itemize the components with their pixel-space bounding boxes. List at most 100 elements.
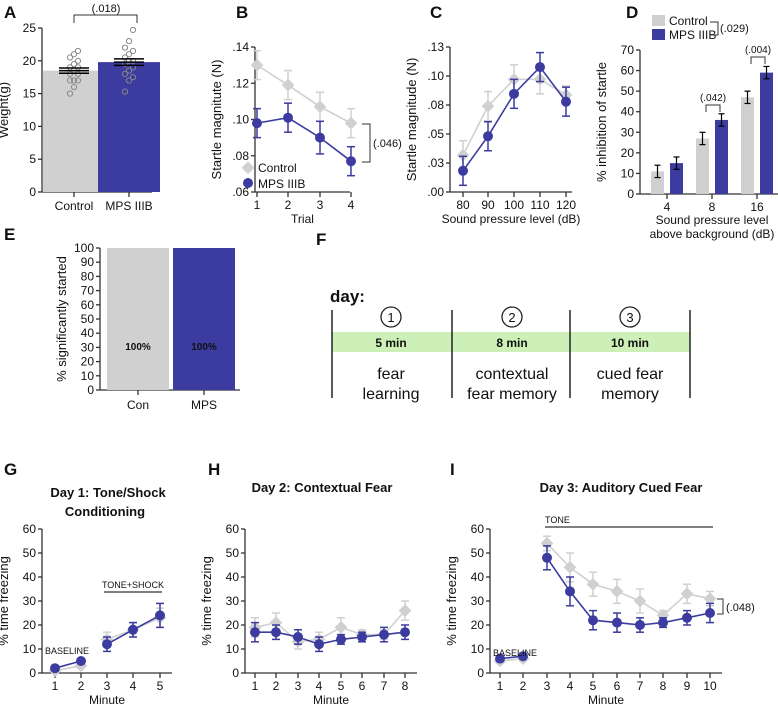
x-tick-label: 10	[703, 679, 717, 693]
phase-label: contextual	[476, 366, 549, 383]
significance-bracket	[750, 56, 766, 64]
day-number: 1	[387, 310, 394, 325]
y-tick-label: 70	[81, 284, 95, 298]
y-tick-label: 30	[621, 125, 635, 139]
y-tick-label: 60	[226, 522, 240, 536]
y-tick-label: 40	[621, 105, 635, 119]
x-tick-label: 5	[338, 679, 345, 693]
legend-marker-control	[241, 161, 255, 175]
y-axis-label: % time freezing	[0, 556, 11, 646]
data-point-mps	[535, 62, 545, 73]
y-tick-label: 50	[81, 312, 95, 326]
y-tick-label: 30	[23, 594, 37, 608]
day-circle	[501, 306, 523, 328]
data-point-mps	[612, 617, 622, 628]
significance-bracket	[710, 21, 719, 36]
y-tick-label: 20	[471, 618, 485, 632]
day-label: day:	[330, 287, 365, 306]
data-point	[129, 26, 137, 34]
data-point-mps	[155, 610, 165, 621]
y-tick-label: .08	[232, 149, 249, 163]
x-tick-label: 100	[504, 198, 524, 212]
data-point-mps	[379, 629, 389, 640]
y-tick-label: 0	[627, 187, 634, 201]
data-point-mps	[682, 612, 692, 623]
y-tick-label: 20	[23, 54, 37, 68]
x-tick-label: 16	[750, 200, 764, 214]
data-label: 100%	[191, 342, 217, 353]
y-tick-label: 0	[29, 185, 36, 199]
data-point-mps	[315, 132, 325, 143]
x-axis-label: Trial	[291, 212, 314, 226]
x-tick-label: 3	[104, 679, 111, 693]
data-point-mps	[705, 608, 715, 618]
x-tick-label: 6	[614, 679, 621, 693]
x-tick-label: 3	[544, 679, 551, 693]
timeline-bar	[332, 332, 690, 352]
x-tick-label: 5	[590, 679, 597, 693]
y-tick-label: .00	[427, 185, 444, 199]
bar	[43, 70, 105, 192]
panel-letter: C	[430, 3, 442, 22]
x-axis-label: Minute	[89, 693, 125, 707]
data-point-control	[250, 58, 264, 72]
x-tick-label: 2	[520, 679, 527, 693]
panel-letter: D	[626, 3, 638, 22]
annotation: TONE	[545, 515, 570, 525]
y-tick-label: 50	[226, 546, 240, 560]
x-tick-label: 8	[709, 200, 716, 214]
y-tick-label: 60	[471, 522, 485, 536]
y-tick-label: 15	[23, 87, 37, 101]
data-point-mps	[658, 617, 668, 628]
data-point-control	[456, 148, 470, 162]
data-point-control	[344, 116, 358, 130]
y-tick-label: 70	[621, 43, 635, 57]
data-point-control	[633, 594, 647, 608]
x-axis-label: Minute	[588, 693, 624, 707]
significance-bracket	[705, 104, 721, 112]
chart-title: Day 1: Tone/Shock	[50, 485, 166, 500]
phase-label: learning	[363, 386, 420, 403]
data-point-control	[481, 99, 495, 113]
y-tick-label: 30	[226, 594, 240, 608]
annotation: BASELINE	[45, 646, 89, 656]
x-axis-label: Sound pressure level	[656, 213, 769, 227]
p-value: (.048)	[726, 602, 755, 614]
panel-letter: I	[450, 460, 455, 479]
data-point-mps	[314, 639, 324, 650]
chart-title: Conditioning	[65, 504, 145, 519]
y-tick-label: .05	[427, 127, 444, 141]
x-tick-label: 1	[52, 679, 59, 693]
x-tick-label: 2	[273, 679, 280, 693]
panel-letter: F	[316, 230, 326, 249]
x-tick-label: 7	[637, 679, 644, 693]
data-point	[70, 77, 78, 84]
data-point-mps	[271, 627, 281, 638]
legend-label: Control	[669, 14, 708, 28]
x-tick-label: Control	[55, 199, 94, 213]
y-tick-label: .10	[232, 113, 249, 127]
y-tick-label: 10	[621, 166, 635, 180]
x-tick-label: 4	[316, 679, 323, 693]
bar	[98, 62, 160, 192]
data-point-mps	[336, 634, 346, 645]
chart-title: Day 3: Auditory Cued Fear	[540, 480, 703, 495]
y-tick-label: 50	[23, 546, 37, 560]
data-point-mps	[102, 639, 112, 650]
y-tick-label: .10	[427, 69, 444, 83]
y-tick-label: 0	[232, 666, 239, 680]
panel-letter: G	[4, 460, 17, 479]
data-point-mps	[588, 615, 598, 626]
bar	[670, 163, 683, 194]
data-point-mps	[250, 627, 260, 638]
y-axis-label: Startle magnitude (N)	[404, 58, 419, 182]
y-tick-label: 20	[226, 618, 240, 632]
panel-letter: B	[236, 3, 248, 22]
data-point-mps	[542, 552, 552, 563]
data-point-control	[586, 577, 600, 591]
x-tick-label: 9	[684, 679, 691, 693]
data-point-mps	[346, 156, 356, 167]
y-tick-label: 10	[471, 642, 485, 656]
y-tick-label: 30	[471, 594, 485, 608]
